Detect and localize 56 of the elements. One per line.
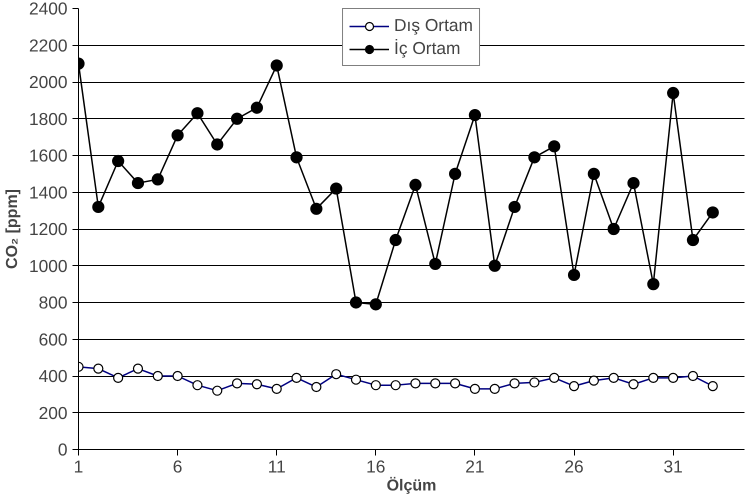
point <box>488 260 501 272</box>
y-tick-label: 1200 <box>28 219 68 239</box>
y-tick-label: 400 <box>38 366 68 386</box>
point <box>568 268 580 282</box>
point <box>449 168 462 180</box>
point <box>172 129 184 142</box>
y-tick-label: 2000 <box>28 72 68 92</box>
point <box>588 168 600 180</box>
point <box>112 154 124 168</box>
x-tick-label: 26 <box>564 456 584 476</box>
point <box>667 86 680 100</box>
point <box>528 151 540 164</box>
point <box>508 200 521 214</box>
y-tick-label: 1600 <box>28 146 68 166</box>
point <box>608 222 620 236</box>
y-tick-label: 2200 <box>28 35 68 56</box>
point <box>152 173 164 186</box>
point <box>409 178 422 191</box>
point <box>627 176 640 190</box>
y-tick-label: 200 <box>38 402 68 423</box>
point <box>370 298 382 310</box>
legend-label: Dış Ortam <box>394 15 473 36</box>
point <box>686 234 700 246</box>
point <box>647 278 660 290</box>
point <box>548 140 560 152</box>
y-tick-label: 2400 <box>28 0 68 18</box>
point <box>468 108 482 122</box>
point <box>290 151 303 164</box>
y-tick-label: 600 <box>38 329 68 350</box>
point <box>92 200 104 214</box>
point <box>429 258 442 270</box>
point <box>132 176 144 190</box>
y-tick-label: 0 <box>58 440 68 460</box>
x-axis-title: Ölçüm <box>386 476 436 494</box>
point <box>390 234 402 246</box>
y-tick-label: 1800 <box>28 108 68 129</box>
y-axis-title: CO₂ [ppm] <box>4 189 21 269</box>
point <box>330 182 342 195</box>
point <box>310 202 322 215</box>
point <box>270 59 283 72</box>
x-tick-label: 21 <box>465 456 485 476</box>
point <box>706 206 719 219</box>
point <box>250 102 263 114</box>
x-tick-label: 6 <box>172 456 182 476</box>
point <box>211 138 224 151</box>
x-tick-label: 11 <box>268 456 286 476</box>
y-tick-label: 800 <box>38 292 68 312</box>
point <box>191 107 204 120</box>
y-tick-label: 1000 <box>28 256 68 276</box>
point <box>350 296 362 309</box>
x-tick-label: 1 <box>74 456 84 476</box>
y-tick-label: 1400 <box>28 182 68 202</box>
legend-label: İç Ortam <box>394 38 460 59</box>
x-tick-label: 31 <box>664 456 683 476</box>
x-tick-label: 16 <box>366 456 386 476</box>
point <box>230 112 244 125</box>
